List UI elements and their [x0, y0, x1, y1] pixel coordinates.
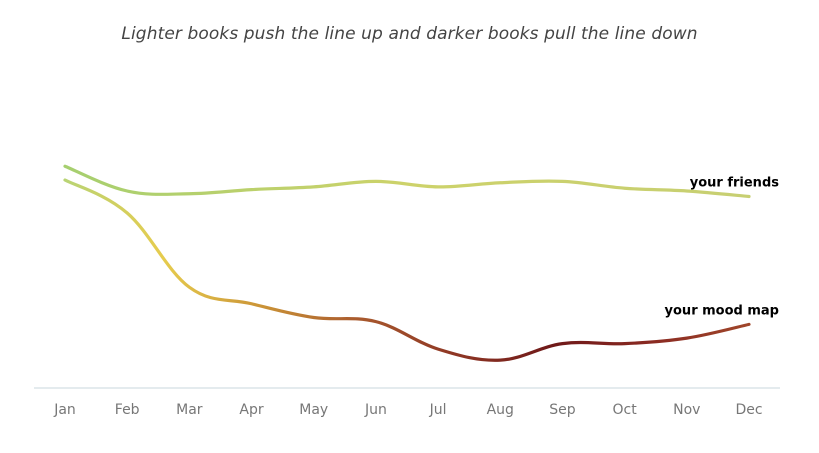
- x-tick-labels: Jan Feb Mar Apr May Jun Jul Aug Sep Oct Nov Dec: [53, 402, 762, 418]
- series-label-1: your mood map: [665, 303, 779, 318]
- x-tick-label: May: [299, 402, 328, 418]
- x-tick-label: Nov: [673, 402, 700, 418]
- x-tick-label: Jan: [53, 402, 76, 418]
- x-tick-label: Feb: [115, 402, 140, 418]
- x-tick-label: Jun: [364, 402, 387, 418]
- chart-subtitle: Lighter books push the line up and darke…: [121, 24, 698, 44]
- x-tick-label: Dec: [735, 402, 762, 418]
- x-tick-label: Apr: [239, 402, 263, 418]
- series-layer: [63, 164, 751, 362]
- series-line-1: [63, 178, 751, 362]
- series-label-0: your friends: [690, 176, 779, 191]
- series-labels: your friends your mood map: [665, 176, 780, 319]
- x-tick-label: Sep: [549, 402, 576, 418]
- x-tick-label: Oct: [613, 402, 638, 418]
- series-line-0: [63, 164, 751, 199]
- x-tick-label: Jul: [429, 402, 447, 418]
- x-tick-label: Mar: [176, 402, 203, 418]
- x-tick-label: Aug: [487, 402, 514, 418]
